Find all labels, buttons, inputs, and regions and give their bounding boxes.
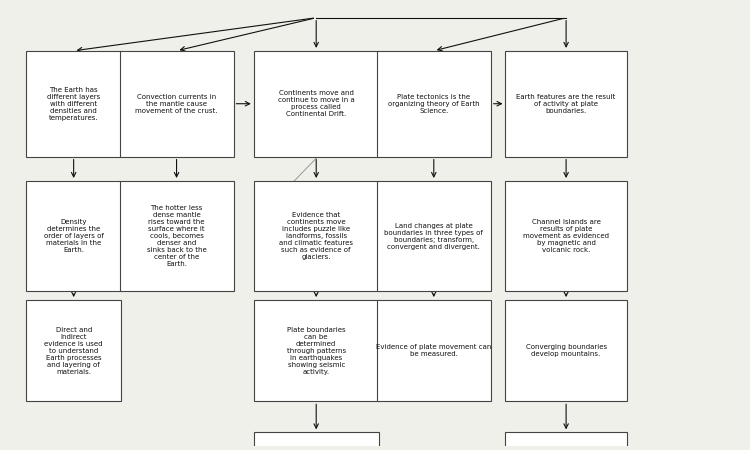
Text: Evidence that
continents move
includes puzzle like
landforms, fossils
and climat: Evidence that continents move includes p… xyxy=(279,212,353,260)
FancyBboxPatch shape xyxy=(254,51,379,157)
FancyBboxPatch shape xyxy=(119,51,233,157)
FancyBboxPatch shape xyxy=(376,181,490,291)
Text: Continents move and
continue to move in a
process called
Continental Drift.: Continents move and continue to move in … xyxy=(278,90,355,117)
FancyBboxPatch shape xyxy=(119,181,233,291)
FancyBboxPatch shape xyxy=(376,300,490,401)
FancyBboxPatch shape xyxy=(254,300,379,401)
Text: Convection currents in
the mantle cause
movement of the crust.: Convection currents in the mantle cause … xyxy=(135,94,218,114)
FancyBboxPatch shape xyxy=(254,432,379,450)
Text: Channel Islands are
results of plate
movement as evidenced
by magnetic and
volca: Channel Islands are results of plate mov… xyxy=(523,219,609,253)
FancyBboxPatch shape xyxy=(26,181,122,291)
FancyBboxPatch shape xyxy=(26,51,122,157)
Text: Evidence of plate movement can
be measured.: Evidence of plate movement can be measur… xyxy=(376,344,491,357)
FancyBboxPatch shape xyxy=(506,51,627,157)
FancyBboxPatch shape xyxy=(254,181,379,291)
FancyBboxPatch shape xyxy=(26,300,122,401)
FancyBboxPatch shape xyxy=(506,181,627,291)
Text: Plate tectonics is the
organizing theory of Earth
Science.: Plate tectonics is the organizing theory… xyxy=(388,94,479,114)
FancyBboxPatch shape xyxy=(376,51,490,157)
FancyBboxPatch shape xyxy=(506,300,627,401)
Text: Land changes at plate
boundaries in three types of
boundaries; transform,
conver: Land changes at plate boundaries in thre… xyxy=(384,223,483,249)
Text: The hotter less
dense mantle
rises toward the
surface where it
cools, becomes
de: The hotter less dense mantle rises towar… xyxy=(147,205,206,267)
Text: Plate boundaries
can be
determined
through patterns
in earthquakes
showing seism: Plate boundaries can be determined throu… xyxy=(286,327,346,375)
Text: Direct and
Indirect
evidence is used
to understand
Earth processes
and layering : Direct and Indirect evidence is used to … xyxy=(44,327,103,375)
Text: Converging boundaries
develop mountains.: Converging boundaries develop mountains. xyxy=(526,344,607,357)
Text: The Earth has
different layers
with different
densities and
temperatures.: The Earth has different layers with diff… xyxy=(47,87,100,121)
FancyBboxPatch shape xyxy=(506,432,627,450)
Text: Density
determines the
order of layers of
materials in the
Earth.: Density determines the order of layers o… xyxy=(44,219,104,253)
Text: Earth features are the result
of activity at plate
boundaries.: Earth features are the result of activit… xyxy=(517,94,616,114)
